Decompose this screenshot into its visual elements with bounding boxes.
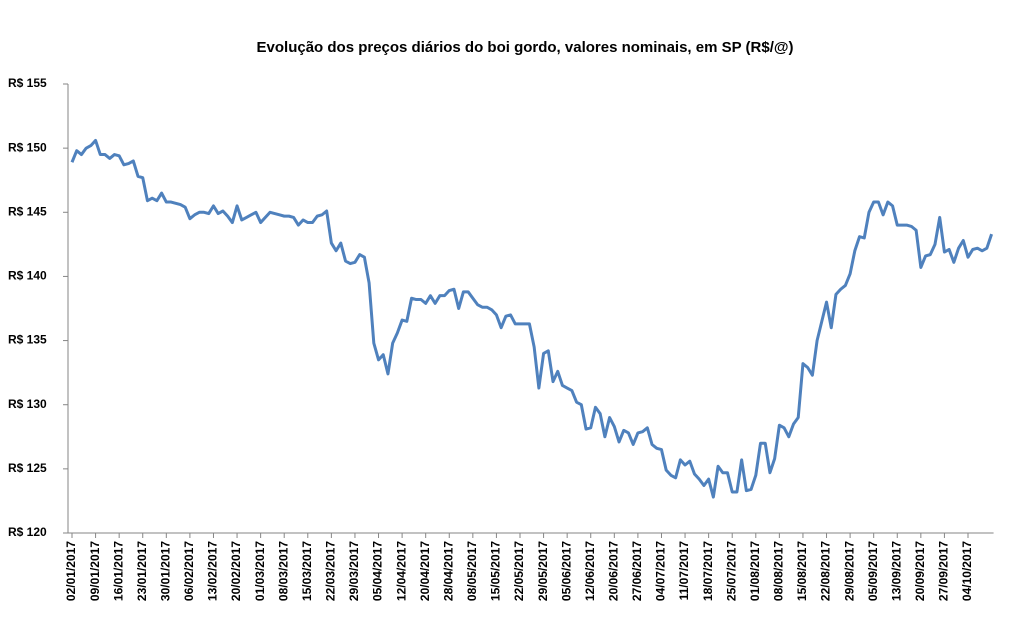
x-tick-label: 02/01/2017: [64, 541, 78, 601]
x-tick-label: 05/09/2017: [866, 541, 880, 601]
x-tick-label: 20/04/2017: [418, 541, 432, 601]
x-tick-label: 23/01/2017: [135, 541, 149, 601]
x-tick-label: 22/05/2017: [512, 541, 526, 601]
x-tick-label: 12/04/2017: [394, 541, 408, 601]
y-tick-label: R$ 130: [8, 397, 47, 411]
x-tick-label: 13/02/2017: [206, 541, 220, 601]
y-tick-label: R$ 120: [8, 525, 47, 539]
x-tick-label: 05/04/2017: [371, 541, 385, 601]
x-tick-label: 13/09/2017: [889, 541, 903, 601]
y-tick-label: R$ 125: [8, 461, 47, 475]
x-tick-label: 04/10/2017: [960, 541, 974, 601]
x-tick-label: 28/04/2017: [441, 541, 455, 601]
x-tick-label: 22/03/2017: [324, 541, 338, 601]
x-tick-label: 05/06/2017: [559, 541, 573, 601]
x-tick-label: 04/07/2017: [654, 541, 668, 601]
x-tick-label: 12/06/2017: [583, 541, 597, 601]
x-tick-label: 29/08/2017: [842, 541, 856, 601]
x-tick-label: 16/01/2017: [111, 541, 125, 601]
x-tick-label: 01/03/2017: [253, 541, 267, 601]
x-tick-label: 08/05/2017: [465, 541, 479, 601]
x-tick-label: 20/09/2017: [913, 541, 927, 601]
x-tick-label: 11/07/2017: [677, 541, 691, 601]
x-tick-label: 29/03/2017: [347, 541, 361, 601]
x-tick-label: 01/08/2017: [748, 541, 762, 601]
x-tick-label: 29/05/2017: [536, 541, 550, 601]
x-tick-label: 27/06/2017: [630, 541, 644, 601]
x-tick-label: 18/07/2017: [701, 541, 715, 601]
x-tick-label: 08/03/2017: [276, 541, 290, 601]
y-tick-label: R$ 140: [8, 269, 47, 283]
x-tick-label: 15/05/2017: [489, 541, 503, 601]
x-tick-label: 08/08/2017: [772, 541, 786, 601]
price-line: [70, 138, 994, 499]
x-tick-label: 15/08/2017: [795, 541, 809, 601]
x-tick-label: 30/01/2017: [158, 541, 172, 601]
chart-title: Evolução dos preços diários do boi gordo…: [257, 39, 794, 56]
y-tick-label: R$ 145: [8, 204, 47, 218]
x-tick-label: 27/09/2017: [937, 541, 951, 601]
x-tick-label: 09/01/2017: [88, 541, 102, 601]
x-tick-label: 22/08/2017: [819, 541, 833, 601]
x-tick-label: 15/03/2017: [300, 541, 314, 601]
x-tick-label: 06/02/2017: [182, 541, 196, 601]
x-tick-label: 20/06/2017: [606, 541, 620, 601]
x-tick-label: 20/02/2017: [229, 541, 243, 601]
y-tick-label: R$ 135: [8, 333, 47, 347]
y-tick-label: R$ 155: [8, 76, 47, 90]
x-tick-label: 25/07/2017: [724, 541, 738, 601]
y-tick-label: R$ 150: [8, 140, 47, 154]
